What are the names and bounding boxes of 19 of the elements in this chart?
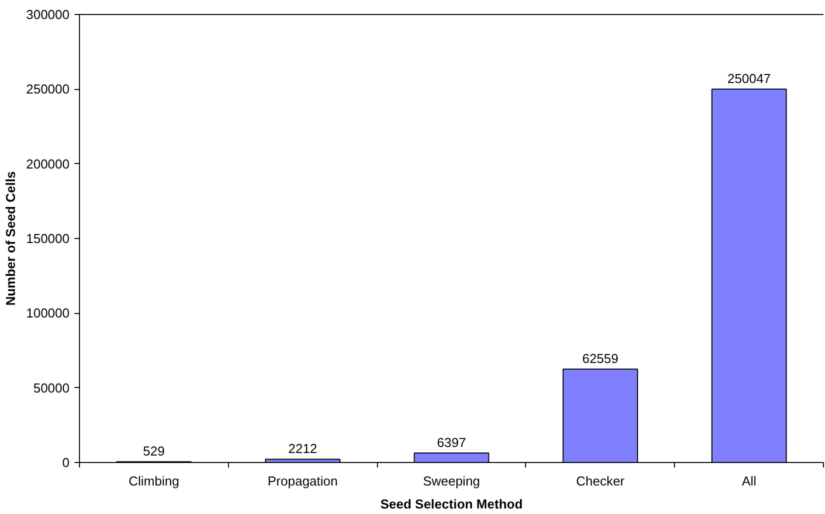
- x-tick-label: All: [742, 474, 756, 488]
- x-tick-label: Checker: [576, 474, 626, 488]
- y-tick-label: 150000: [26, 231, 70, 246]
- data-label: 2212: [288, 441, 318, 456]
- y-tick-label: 100000: [26, 306, 70, 321]
- y-tick-label: 0: [62, 455, 70, 470]
- y-tick-label: 250000: [26, 82, 70, 97]
- data-label: 250047: [727, 71, 771, 86]
- data-label: 529: [143, 444, 165, 459]
- x-tick-label: Climbing: [128, 474, 180, 488]
- data-label: 62559: [582, 351, 618, 366]
- data-label: 6397: [437, 434, 466, 450]
- y-tick-label: 50000: [33, 380, 70, 396]
- y-tick-label: 300000: [26, 7, 70, 22]
- y-axis-title: Number of Seed Cells: [3, 171, 18, 306]
- x-tick-label: Propagation: [268, 474, 338, 488]
- y-tick-label: 200000: [26, 156, 70, 172]
- x-axis-title: Seed Selection Method: [380, 496, 523, 512]
- x-tick-label: Sweeping: [422, 474, 480, 488]
